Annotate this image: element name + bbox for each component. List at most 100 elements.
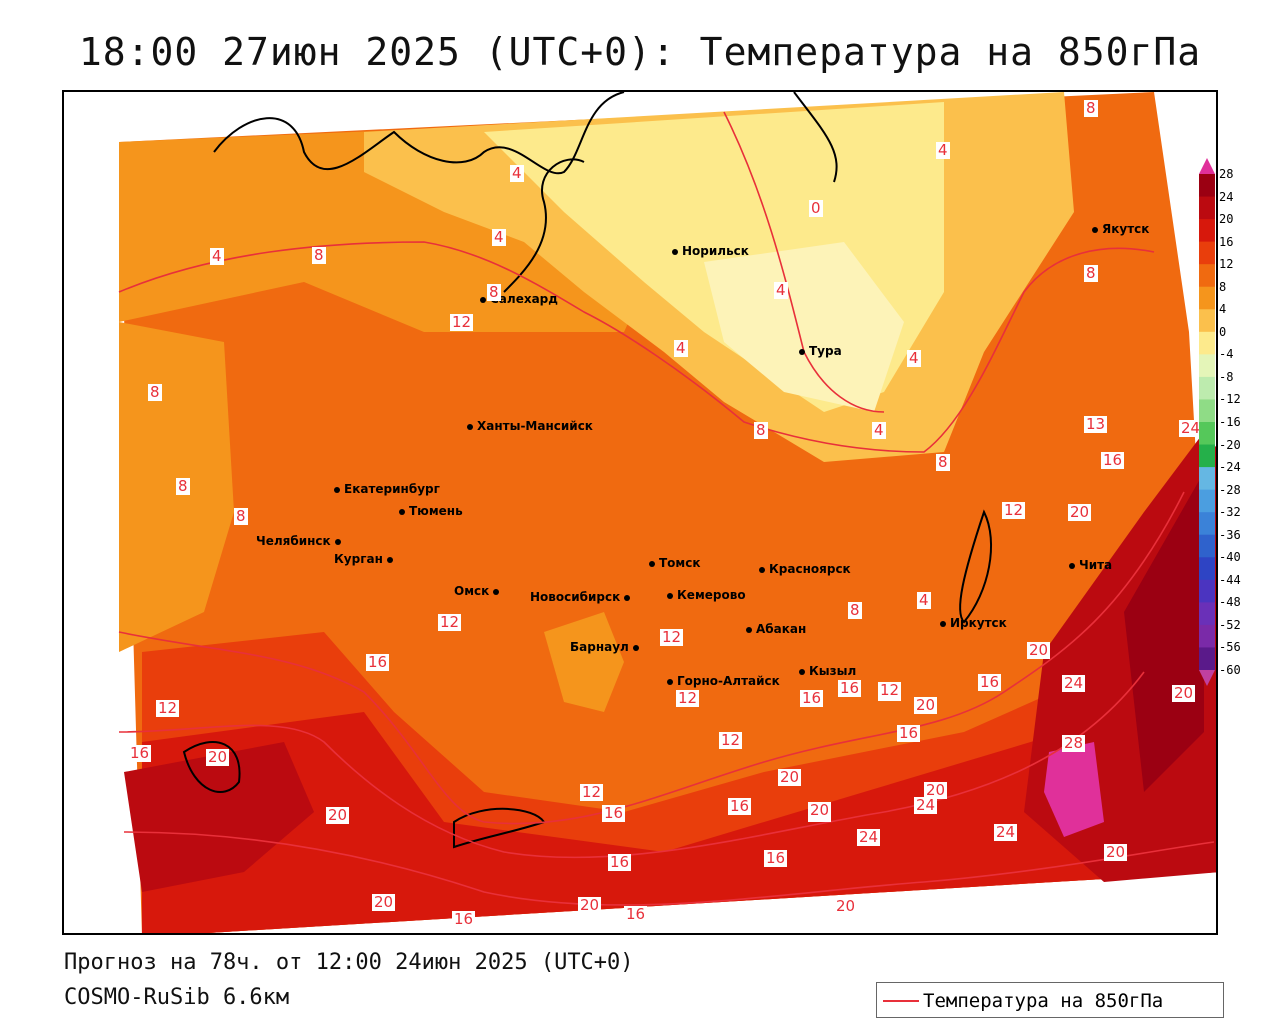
isotherm-label: 8 xyxy=(1084,99,1098,117)
colorbar-cell xyxy=(1199,309,1215,333)
isotherm-label: 24 xyxy=(994,823,1018,841)
colorbar-cell xyxy=(1199,376,1215,400)
legend-line-swatch xyxy=(883,1000,919,1002)
city-marker: Абакан xyxy=(746,622,806,636)
map-canvas xyxy=(64,92,1216,933)
isotherm-label: 16 xyxy=(978,673,1002,691)
isotherm-label: 16 xyxy=(602,804,626,822)
city-marker: Салехард xyxy=(480,292,558,306)
isotherm-label: 16 xyxy=(838,679,862,697)
city-marker: Омск xyxy=(454,584,503,598)
city-marker: Челябинск xyxy=(256,534,345,548)
isotherm-label: 8 xyxy=(234,507,248,525)
isotherm-label: 8 xyxy=(1084,264,1098,282)
colorbar-tick-label: 0 xyxy=(1219,324,1227,339)
colorbar-cell xyxy=(1199,512,1215,536)
colorbar-cell xyxy=(1199,331,1215,355)
colorbar-tick-label: -32 xyxy=(1219,505,1241,520)
forecast-domain xyxy=(119,92,1216,933)
isotherm-label: 8 xyxy=(848,601,862,619)
isotherm-label: 20 xyxy=(914,696,938,714)
city-marker: Якутск xyxy=(1092,222,1149,236)
temperature-map: Норильск Якутск Салехард Тура Ханты-Манс… xyxy=(62,90,1218,935)
colorbar-cell xyxy=(1199,399,1215,423)
colorbar-tick-label: -60 xyxy=(1219,663,1241,677)
colorbar-tick-label: -24 xyxy=(1219,460,1241,475)
colorbar-tick-label: -52 xyxy=(1219,617,1241,632)
map-legend: Температура на 850гПа xyxy=(876,982,1224,1018)
isotherm-label: 16 xyxy=(800,689,824,707)
colorbar-tick-label: -56 xyxy=(1219,640,1241,655)
isotherm-label: 12 xyxy=(878,681,902,699)
colorbar-tick-label: -48 xyxy=(1219,595,1241,610)
isotherm-label: 24 xyxy=(857,828,881,846)
isotherm-label: 12 xyxy=(676,689,700,707)
isotherm-label: 16 xyxy=(128,744,152,762)
isotherm-label: 4 xyxy=(674,339,688,357)
city-marker: Томск xyxy=(649,556,701,570)
colorbar-cell xyxy=(1199,174,1215,198)
isotherm-label: 16 xyxy=(452,910,476,928)
city-marker: Кемерово xyxy=(667,588,746,602)
colorbar-tick-label: -28 xyxy=(1219,482,1241,497)
city-marker: Ханты-Мансийск xyxy=(467,419,593,433)
colorbar-tick-label: -20 xyxy=(1219,437,1241,452)
city-marker: Иркутск xyxy=(940,616,1007,630)
isotherm-label: 28 xyxy=(1062,734,1086,752)
isotherm-label: 20 xyxy=(1172,684,1196,702)
isotherm-label: 16 xyxy=(366,653,390,671)
colorbar-cell xyxy=(1199,354,1215,378)
isotherms xyxy=(118,111,1215,906)
isotherm-label: 16 xyxy=(764,849,788,867)
isotherm-label: 20 xyxy=(372,893,396,911)
city-marker: Барнаул xyxy=(570,640,643,654)
isotherm-label: 4 xyxy=(907,349,921,367)
isotherm-label: 20 xyxy=(778,768,802,786)
colorbar-cell xyxy=(1199,534,1215,558)
city-marker: Горно-Алтайск xyxy=(667,674,780,688)
isotherm-label: 4 xyxy=(917,591,931,609)
isotherm-label: 20 xyxy=(1104,843,1128,861)
isotherm-label: 12 xyxy=(156,699,180,717)
model-name: COSMO-RuSib 6.6км xyxy=(64,985,290,1010)
isotherm-label: 4 xyxy=(492,228,506,246)
city-marker: Норильск xyxy=(672,244,749,258)
colorbar-tick-label: -36 xyxy=(1219,527,1241,542)
colorbar-cell xyxy=(1199,444,1215,468)
isotherm-label: 16 xyxy=(728,797,752,815)
colorbar-cell xyxy=(1199,624,1215,648)
colorbar-tick-label: -8 xyxy=(1219,369,1234,384)
colorbar-cell xyxy=(1199,579,1215,603)
colorbar-cell xyxy=(1199,219,1215,243)
isotherm-label: 16 xyxy=(1101,451,1125,469)
colorbar-cell xyxy=(1199,286,1215,310)
colorbar-tick-label: -44 xyxy=(1219,572,1241,587)
isotherm-label: 16 xyxy=(624,905,648,923)
colorbar-tick-label: 24 xyxy=(1219,189,1234,204)
colorbar-tick-label: 4 xyxy=(1219,302,1227,317)
city-marker: Екатеринбург xyxy=(334,482,440,496)
isotherm-label: 24 xyxy=(1062,674,1086,692)
city-marker: Тура xyxy=(799,344,842,358)
colorbar-cell xyxy=(1199,467,1215,491)
colorbar-tick-label: -16 xyxy=(1219,415,1241,429)
colorbar-tick-label: -12 xyxy=(1219,392,1241,407)
isotherm-label: 8 xyxy=(936,453,950,471)
isotherm-label: 16 xyxy=(608,853,632,871)
colorbar-cell xyxy=(1199,264,1215,288)
isotherm-label: 20 xyxy=(808,801,832,819)
colorbar-cell xyxy=(1199,647,1215,671)
isotherm-label: 8 xyxy=(754,421,768,439)
city-marker: Кызыл xyxy=(799,664,856,678)
map-title: 18:00 27июн 2025 (UTC+0): Температура на… xyxy=(78,30,1202,74)
isotherm-label: 4 xyxy=(510,164,524,182)
isotherm-label: 20 xyxy=(1027,641,1051,659)
colorbar-tick-label: -40 xyxy=(1219,550,1241,565)
isotherm-label: 16 xyxy=(897,724,921,742)
isotherm-label: 4 xyxy=(774,281,788,299)
colorbar-cell xyxy=(1199,489,1215,513)
forecast-info: Прогноз на 78ч. от 12:00 24июн 2025 (UTC… xyxy=(64,950,634,975)
isotherm-label: 12 xyxy=(660,628,684,646)
isotherm-label: 12 xyxy=(1002,501,1026,519)
colorbar-tick-label: 8 xyxy=(1219,279,1227,294)
